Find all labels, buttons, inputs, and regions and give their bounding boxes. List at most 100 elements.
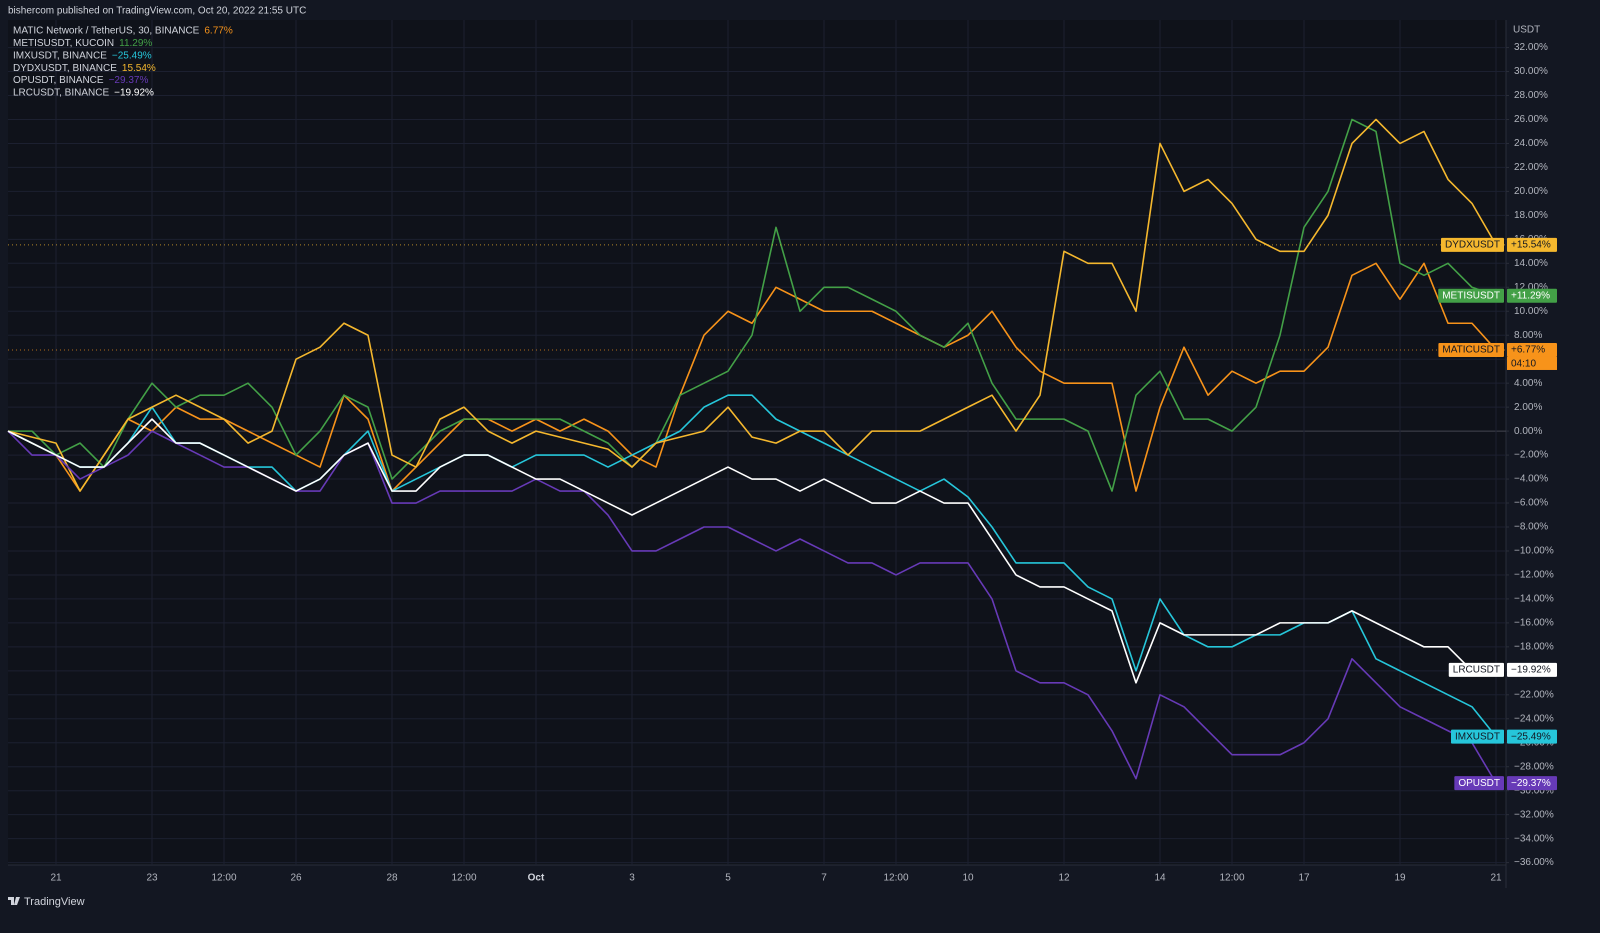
ticker-tag-text: DYDXUSDT	[1445, 239, 1500, 250]
y-tick-label: 18.00%	[1514, 210, 1548, 221]
y-tick-label: −8.00%	[1514, 522, 1548, 533]
y-tick-label: 8.00%	[1514, 330, 1542, 341]
ticker-tag	[1454, 776, 1504, 791]
grid	[8, 20, 1509, 865]
x-tick-label: 23	[146, 873, 158, 884]
price-tag	[1507, 342, 1557, 357]
y-tick-label: 28.00%	[1514, 90, 1548, 101]
x-tick-label: 12	[1058, 873, 1070, 884]
series-line	[7, 262, 1497, 492]
ticker-tag	[1448, 662, 1504, 677]
x-tick-label: 26	[290, 873, 302, 884]
y-tick-label: −22.00%	[1514, 689, 1554, 700]
y-tick-label: 0.00%	[1514, 426, 1542, 437]
ticker-tag	[1438, 342, 1504, 357]
x-tick-label: 14	[1154, 873, 1166, 884]
legend-value: −29.37%	[109, 75, 149, 86]
legend-value: 11.29%	[119, 38, 152, 49]
countdown-tag	[1507, 356, 1557, 370]
series-line	[7, 394, 1497, 738]
price-tag-text: −29.37%	[1511, 778, 1551, 789]
x-tick-label: 12:00	[1219, 873, 1244, 884]
y-tick-label: 26.00%	[1514, 114, 1548, 125]
y-tick-label: 32.00%	[1514, 42, 1548, 53]
x-tick-label: 28	[386, 873, 398, 884]
price-tag-text: −25.49%	[1511, 731, 1551, 742]
y-tick-label: −18.00%	[1514, 641, 1554, 652]
price-tag-text: +15.54%	[1511, 239, 1551, 250]
legend-name[interactable]: DYDXUSDT, BINANCE	[13, 63, 117, 74]
ticker-tag	[1438, 288, 1504, 303]
y-tick-label: 30.00%	[1514, 66, 1548, 77]
ticker-tag-text: LRCUSDT	[1453, 665, 1500, 676]
y-tick-label: −32.00%	[1514, 809, 1554, 820]
brand-logo	[8, 897, 20, 905]
legend-name[interactable]: OPUSDT, BINANCE	[13, 75, 104, 86]
y-tick-label: 2.00%	[1514, 402, 1542, 413]
y-tick-label: 4.00%	[1514, 378, 1542, 389]
ticker-tag	[1440, 237, 1504, 252]
x-tick-label: Oct	[528, 873, 545, 884]
x-tick-label: 7	[821, 873, 827, 884]
x-tick-label: 12:00	[883, 873, 908, 884]
y-tick-label: −14.00%	[1514, 594, 1554, 605]
legend-name[interactable]: MATIC Network / TetherUS, 30, BINANCE	[13, 26, 200, 37]
legend-name[interactable]: METISUSDT, KUCOIN	[13, 38, 114, 49]
x-tick-label: 19	[1394, 873, 1406, 884]
brand: TradingView	[24, 896, 85, 908]
x-tick-label: 3	[629, 873, 635, 884]
x-tick-label: 21	[1490, 873, 1502, 884]
legend-name[interactable]: LRCUSDT, BINANCE	[13, 88, 109, 99]
y-unit: USDT	[1513, 25, 1540, 36]
price-tag	[1507, 288, 1557, 303]
y-tick-label: 12.00%	[1514, 282, 1548, 293]
legend-value: 6.77%	[204, 26, 232, 37]
overlay: 32.00%30.00%28.00%26.00%24.00%22.00%20.0…	[13, 26, 1557, 884]
x-tick-label: 12:00	[211, 873, 236, 884]
y-tick-label: 24.00%	[1514, 138, 1548, 149]
y-tick-label: −6.00%	[1514, 498, 1548, 509]
y-tick-label: −24.00%	[1514, 713, 1554, 724]
price-tag	[1507, 662, 1557, 677]
x-tick-label: 5	[725, 873, 731, 884]
price-tag	[1507, 776, 1557, 791]
price-tag-text: −19.92%	[1511, 665, 1551, 676]
y-tick-label: −28.00%	[1514, 761, 1554, 772]
price-tag-text: +11.29%	[1511, 290, 1550, 301]
y-tick-label: −2.00%	[1514, 450, 1548, 461]
y-tick-label: −30.00%	[1514, 785, 1554, 796]
y-tick-label: 10.00%	[1514, 306, 1548, 317]
series-line	[8, 118, 1497, 492]
x-tick-label: 17	[1298, 873, 1310, 884]
x-tick-label: 12:00	[451, 873, 476, 884]
y-tick-label: −36.00%	[1514, 857, 1554, 868]
legend-value: 15.54%	[122, 63, 156, 74]
countdown: 04:10	[1511, 359, 1536, 370]
y-tick-label: −34.00%	[1514, 833, 1554, 844]
price-tag	[1507, 237, 1557, 252]
lines	[7, 118, 1506, 784]
legend-name[interactable]: IMXUSDT, BINANCE	[13, 50, 107, 61]
price-tag	[1507, 729, 1557, 744]
x-tick-label: 10	[962, 873, 974, 884]
ticker-tag-text: IMXUSDT	[1455, 731, 1500, 742]
y-tick-label: −10.00%	[1514, 546, 1554, 557]
y-tick-label: −16.00%	[1514, 618, 1554, 629]
legend-value: −25.49%	[112, 50, 152, 61]
y-tick-label: −12.00%	[1514, 570, 1554, 581]
ticker-tag	[1451, 729, 1504, 744]
y-tick-label: −4.00%	[1514, 474, 1548, 485]
series-line	[7, 418, 1497, 684]
y-tick-label: 22.00%	[1514, 162, 1548, 173]
x-tick-label: 21	[50, 873, 62, 884]
ticker-tag-text: MATICUSDT	[1442, 345, 1500, 356]
footer: TradingView	[8, 896, 85, 908]
header-title: bishercom published on TradingView.com, …	[8, 6, 306, 17]
y-tick-label: 20.00%	[1514, 186, 1548, 197]
legend-value: −19.92%	[114, 88, 154, 99]
ticker-tag-text: OPUSDT	[1458, 778, 1500, 789]
series-line	[7, 118, 1497, 492]
plot-area	[8, 20, 1506, 865]
ticker-tag-text: METISUSDT	[1442, 290, 1500, 301]
